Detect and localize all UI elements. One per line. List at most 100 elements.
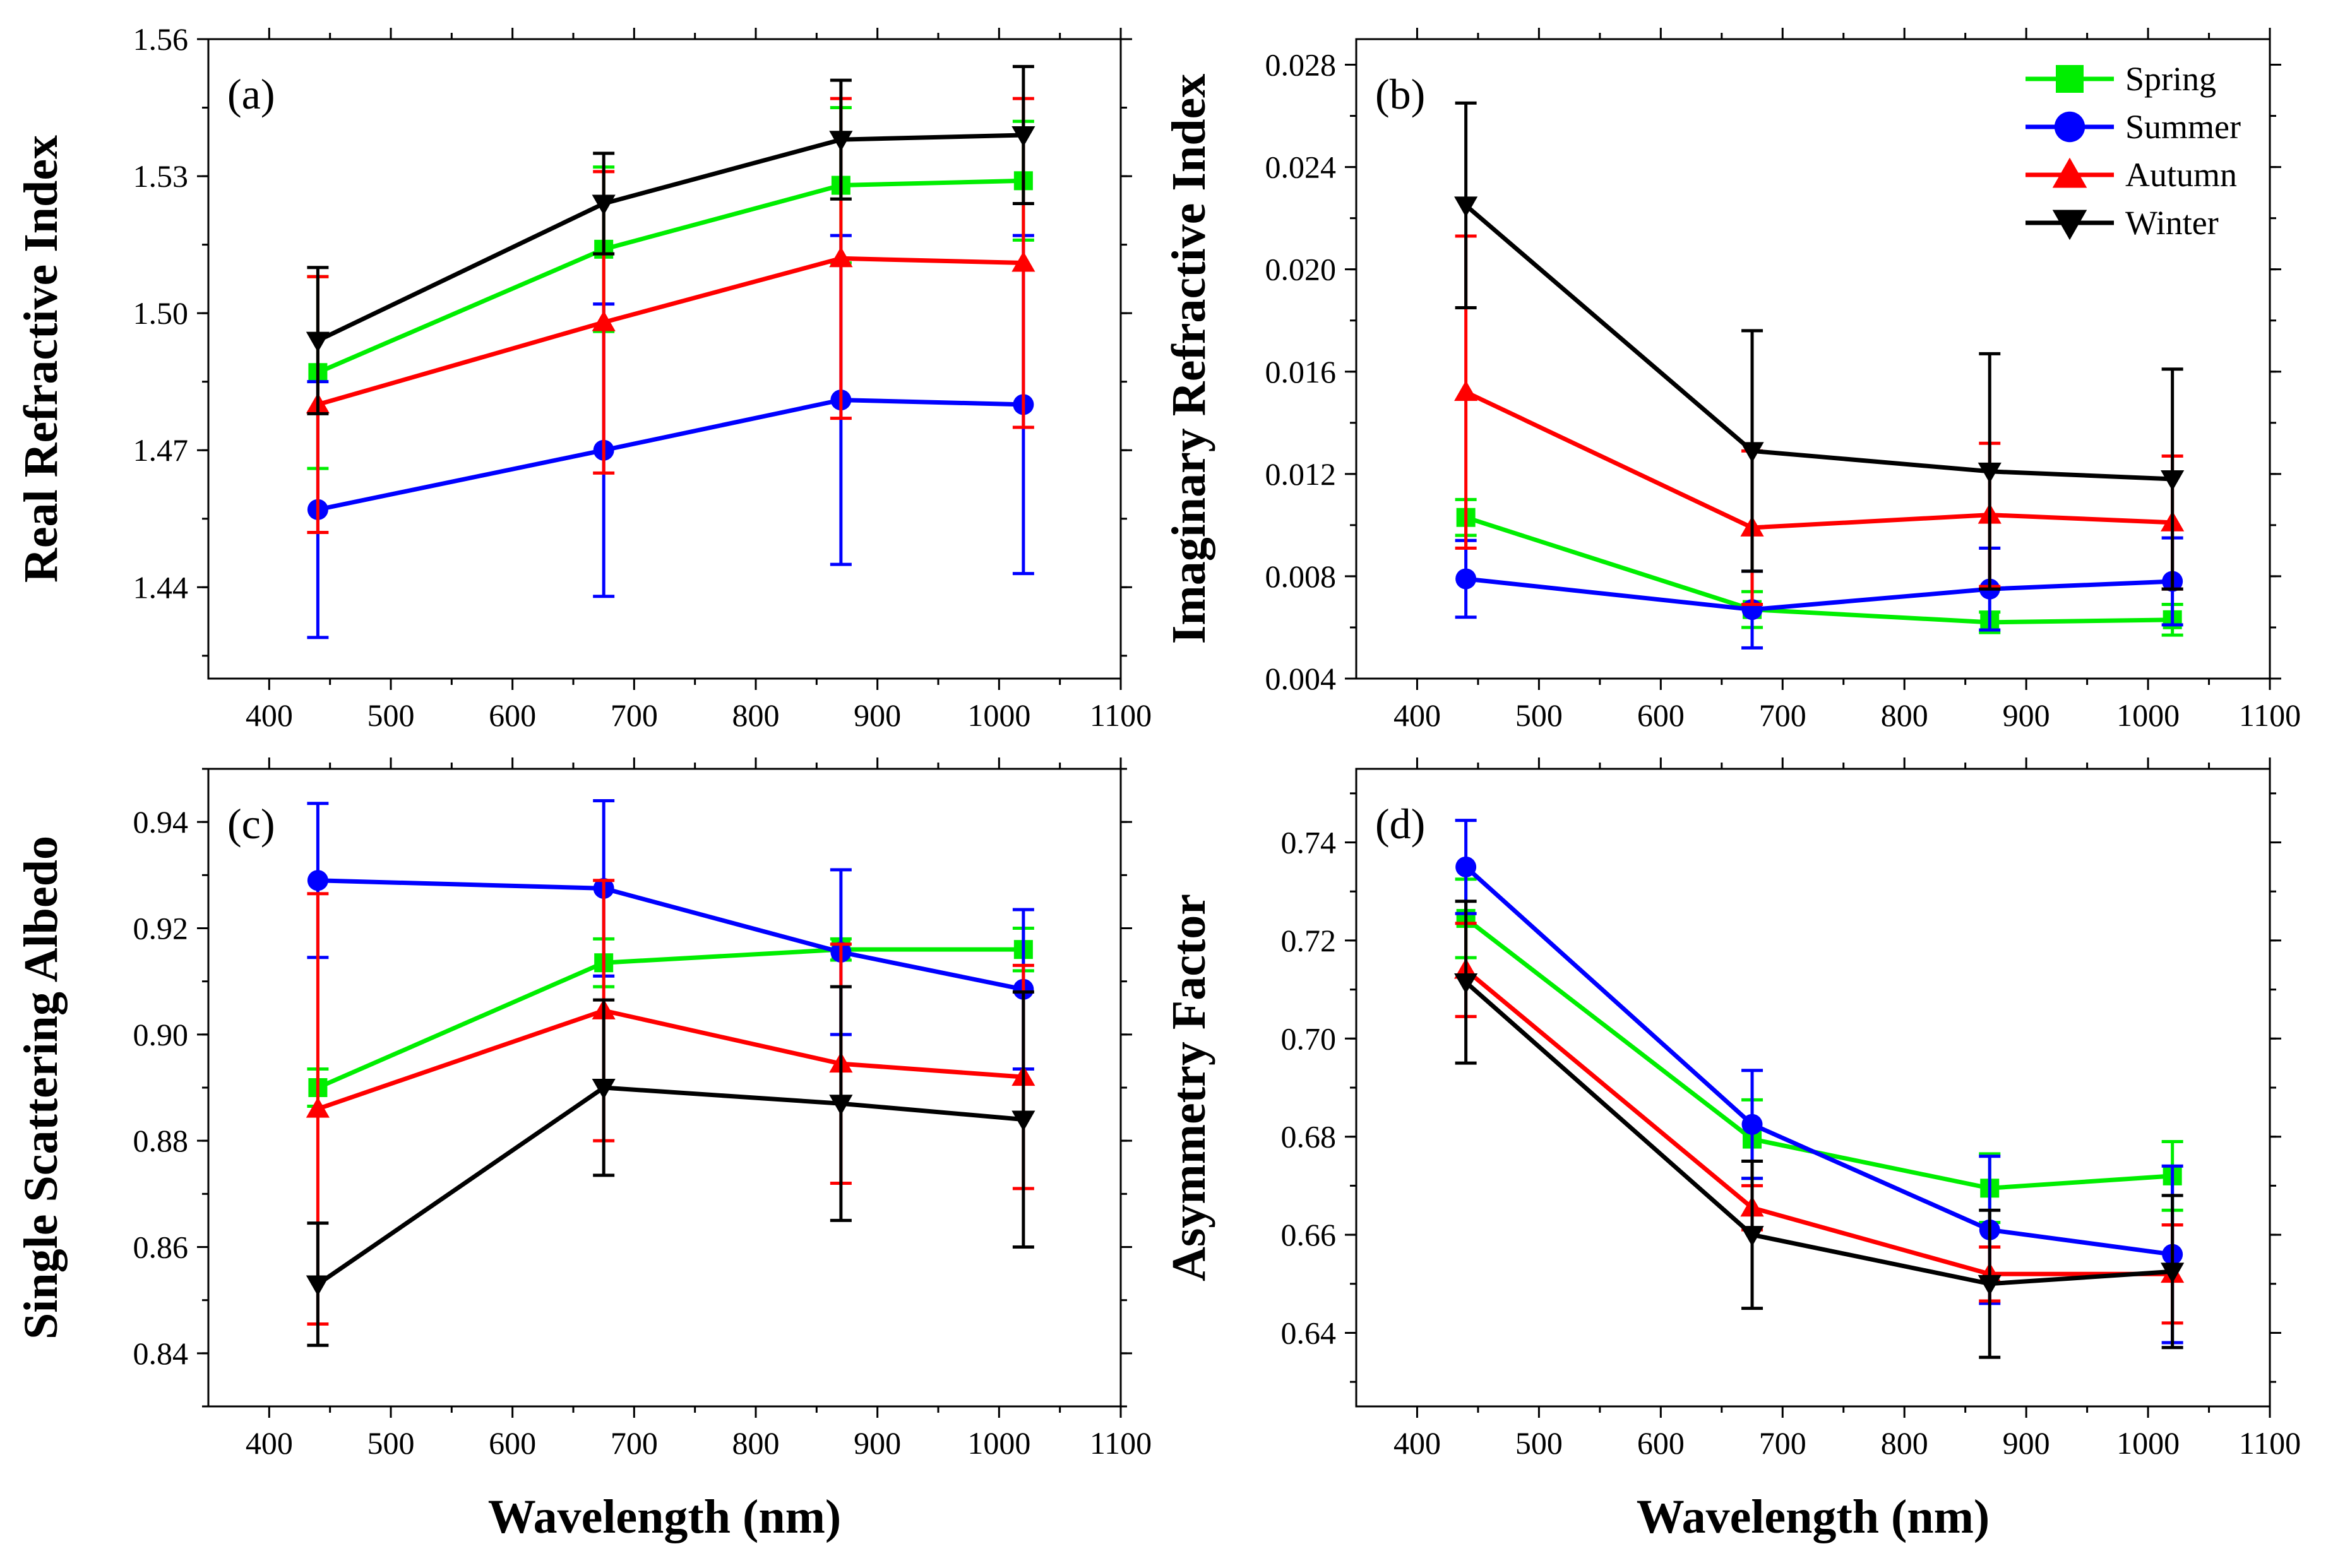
series-line	[1465, 390, 2173, 530]
legend-item-summer: Summer	[2026, 108, 2241, 146]
legend-label: Spring	[2125, 60, 2216, 98]
y-tick-label: 1.53	[133, 158, 189, 194]
data-point	[1011, 251, 1035, 272]
y-tick-label: 0.024	[1265, 150, 1337, 185]
series-summer	[1455, 819, 2183, 1345]
x-tick-label: 900	[2003, 1425, 2050, 1461]
x-tick-label: 1100	[1090, 698, 1152, 733]
x-tick-label: 600	[489, 698, 536, 733]
data-point	[1455, 568, 1477, 590]
chart-panel-a: 400 500 600 700 800 900 1000 1100 1.44 1.47 1.50 1.…	[15, 21, 1152, 733]
data-point	[1978, 462, 2002, 484]
legend: Spring Summer Autumn Winter	[2026, 60, 2241, 242]
plot-frame	[1355, 768, 2271, 1408]
series-line	[1464, 980, 2173, 1286]
series-winter	[1454, 101, 2185, 591]
series-line	[316, 133, 1023, 343]
data-point	[1011, 126, 1035, 147]
x-axis-title: Wavelength (nm)	[488, 1490, 841, 1543]
legend-label: Winter	[2125, 204, 2219, 242]
y-tick-label: 0.028	[1265, 47, 1337, 83]
legend-label: Autumn	[2125, 156, 2237, 194]
series-line	[1464, 203, 2173, 482]
data-point	[592, 194, 616, 216]
y-tick-label: 0.70	[1281, 1021, 1337, 1056]
series-line	[1464, 917, 2173, 1191]
series-line	[1465, 576, 2173, 612]
legend-marker	[2056, 65, 2084, 93]
x-tick-label: 700	[1759, 1425, 1806, 1461]
data-point	[1978, 1274, 2002, 1296]
series-autumn	[306, 879, 1035, 1326]
x-tick-label: 500	[367, 698, 415, 733]
x-tick-label: 900	[854, 698, 901, 733]
x-tick-label: 400	[1393, 1425, 1441, 1461]
y-tick-label: 0.74	[1281, 825, 1337, 860]
data-point	[306, 331, 330, 353]
panel-tag: (a)	[227, 70, 275, 118]
data-point	[829, 1095, 853, 1115]
series-line	[1464, 865, 2173, 1257]
data-point	[1454, 196, 1478, 217]
series-summer	[307, 799, 1034, 1071]
series-line	[1464, 968, 2173, 1276]
x-tick-label: 1000	[967, 698, 1030, 733]
y-tick-label: 0.016	[1265, 354, 1337, 389]
x-tick-label: 600	[1637, 1425, 1685, 1461]
plot-frame	[1355, 38, 2271, 680]
series-winter	[306, 64, 1035, 415]
x-tick-label: 1000	[2116, 698, 2180, 733]
x-tick-label: 500	[1515, 1425, 1563, 1461]
data-point	[829, 246, 853, 268]
data-point	[1741, 1114, 1763, 1135]
legend-marker	[2052, 157, 2087, 188]
legend-item-autumn: Autumn	[2026, 156, 2237, 194]
y-tick-label: 0.66	[1281, 1217, 1337, 1252]
y-tick-label: 0.92	[133, 911, 189, 946]
data-point	[306, 1097, 330, 1118]
x-tick-label: 800	[1881, 1425, 1928, 1461]
legend-marker	[2052, 210, 2087, 241]
x-tick-label: 500	[1515, 698, 1563, 733]
y-tick-label: 0.72	[1281, 923, 1337, 958]
x-tick-label: 900	[854, 1425, 901, 1461]
panel-tag: (c)	[227, 800, 275, 848]
y-tick-label: 1.56	[133, 21, 189, 57]
y-axis-title: Asymmetry Factor	[1162, 894, 1215, 1281]
x-tick-label: 900	[2003, 698, 2050, 733]
x-tick-label: 1100	[2239, 1425, 2301, 1461]
y-tick-label: 0.94	[133, 804, 189, 840]
y-axis-title: Single Scattering Albedo	[15, 836, 68, 1339]
series-autumn	[306, 97, 1035, 534]
data-point	[2161, 470, 2185, 491]
data-point	[592, 311, 616, 331]
series-line	[317, 1008, 1024, 1111]
x-tick-label: 600	[1637, 698, 1685, 733]
legend-item-winter: Winter	[2026, 204, 2219, 242]
x-tick-label: 1100	[2239, 698, 2301, 733]
x-tick-label: 400	[246, 698, 293, 733]
x-tick-label: 1000	[967, 1425, 1030, 1461]
chart-panel-b: 400 500 600 700 800 900 1000 1100 0.004 0.008 0.01…	[1162, 28, 2301, 733]
data-point	[1740, 1226, 1764, 1247]
x-tick-label: 800	[732, 1425, 780, 1461]
series-line	[1465, 515, 2173, 625]
data-point	[2161, 1262, 2185, 1283]
series-line	[316, 1085, 1024, 1286]
x-tick-label: 1100	[1090, 1425, 1152, 1461]
panel-tag: (b)	[1375, 70, 1425, 118]
data-point	[1011, 1110, 1035, 1132]
y-tick-label: 0.012	[1265, 456, 1337, 492]
x-tick-label: 700	[611, 698, 658, 733]
series-winter	[1454, 900, 2185, 1359]
y-tick-label: 0.004	[1265, 661, 1337, 696]
series-summer	[1455, 536, 2183, 650]
x-tick-label: 700	[1759, 698, 1806, 733]
data-point	[592, 1079, 616, 1100]
series-spring	[307, 927, 1034, 1108]
y-tick-label: 0.020	[1265, 252, 1337, 287]
x-tick-label: 800	[1881, 698, 1928, 733]
y-tick-label: 1.50	[133, 295, 189, 331]
x-axis-title: Wavelength (nm)	[1637, 1490, 1990, 1543]
